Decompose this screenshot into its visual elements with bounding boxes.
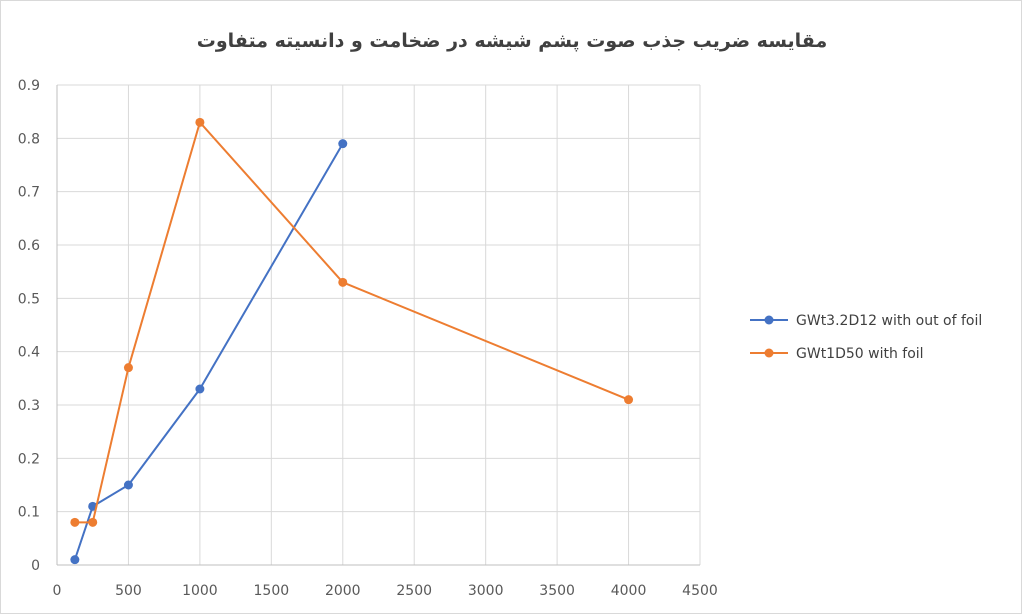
series-2 (70, 117, 634, 527)
legend-item: GWt3.2D12 with out of foil (750, 313, 982, 329)
series-1 (70, 139, 348, 565)
x-tick-label: 1000 (182, 583, 218, 599)
legend-label: GWt1D50 with foil (796, 346, 924, 362)
data-point (195, 384, 205, 394)
data-point (70, 517, 80, 527)
y-tick-label: 0.2 (18, 451, 40, 467)
y-tick-label: 0.7 (18, 185, 40, 201)
y-tick-label: 0.8 (18, 131, 40, 147)
axes: 0 500 1000 1500 2000 2500 3000 3500 4000 4500 0 0.1… (18, 78, 718, 599)
x-tick-label: 3000 (468, 583, 504, 599)
y-tick-label: 0.4 (18, 345, 40, 361)
y-tick-label: 0.3 (18, 398, 40, 414)
data-point (123, 363, 133, 373)
grid (57, 84, 701, 565)
legend-label: GWt3.2D12 with out of foil (796, 313, 982, 329)
y-tick-label: 0.5 (18, 291, 40, 307)
data-point (88, 517, 98, 527)
data-point (195, 117, 205, 127)
legend: GWt3.2D12 with out of foil GWt1D50 with f… (750, 313, 982, 362)
legend-item: GWt1D50 with foil (750, 346, 924, 362)
x-tick-label: 1500 (254, 583, 290, 599)
x-tick-label: 4500 (682, 583, 718, 599)
x-tick-label: 500 (115, 583, 142, 599)
data-point (123, 480, 133, 490)
data-point (338, 277, 348, 287)
y-tick-label: 0.6 (18, 238, 40, 254)
x-tick-label: 3500 (539, 583, 575, 599)
series-line (74, 121, 629, 524)
data-point (338, 139, 348, 149)
y-tick-label: 0.9 (18, 78, 40, 94)
series-layer (70, 117, 634, 565)
legend-marker (764, 315, 774, 325)
y-tick-label: 0.1 (18, 505, 40, 521)
chart-title: مقایسه ضریب جذب صوت پشم شیشه در ضخامت و … (197, 30, 828, 52)
x-tick-label: 2500 (396, 583, 432, 599)
data-point (624, 395, 634, 405)
x-tick-label: 2000 (325, 583, 361, 599)
y-tick-label: 0 (31, 558, 40, 574)
x-tick-label: 0 (53, 583, 62, 599)
x-tick-label: 4000 (611, 583, 647, 599)
data-point (70, 555, 80, 565)
legend-marker (764, 348, 774, 358)
